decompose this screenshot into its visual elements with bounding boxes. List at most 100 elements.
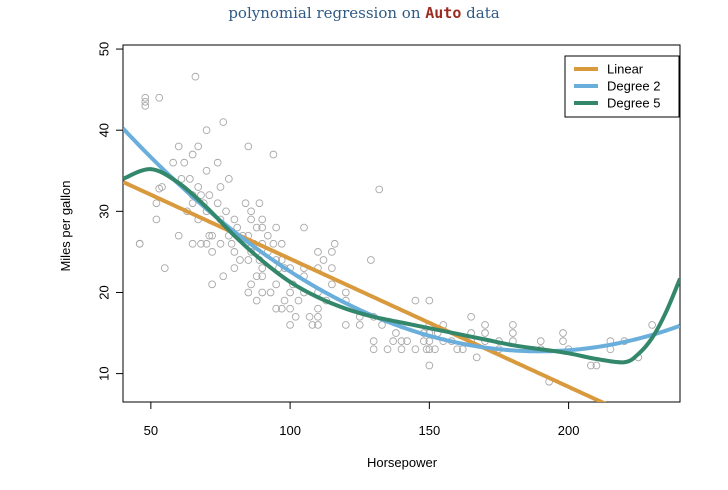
data-point [314,312,322,321]
data-point [258,223,267,232]
series-line-degree-2 [123,127,680,354]
plot-frame [122,44,681,403]
data-point [272,304,281,313]
data-point [392,329,400,337]
data-point [269,150,278,159]
data-point [208,248,216,256]
x-tick-label: 100 [279,423,301,438]
data-point [247,207,255,216]
data-point [314,248,322,256]
data-point [135,239,144,248]
data-point [152,199,161,208]
data-point [411,345,420,354]
data-point [224,175,233,183]
data-point [481,329,489,337]
data-point [422,345,431,354]
data-point [425,361,434,370]
data-point [258,288,267,297]
data-point [383,345,392,354]
y-tick-label: 10 [96,366,111,380]
y-tick-label: 40 [96,123,111,137]
data-point [169,158,177,167]
data-point [247,215,255,224]
data-point [158,183,166,191]
title-code: Auto [425,4,462,22]
data-point [467,312,475,321]
title-suffix: data [461,4,500,22]
series-line-linear [123,180,607,402]
data-point [328,264,336,272]
data-point [236,256,244,264]
data-point [244,142,253,151]
data-point [559,337,567,345]
data-point [174,231,183,240]
data-point [216,183,225,191]
data-point [269,239,278,248]
data-point [330,239,339,248]
data-point [355,321,364,329]
data-point [286,288,294,297]
data-point [202,239,211,248]
data-point [230,215,239,224]
data-point [141,93,150,102]
data-point [155,93,164,102]
y-tick-label: 20 [96,285,111,299]
title-prefix: polynomial regression on [228,4,426,22]
data-point [294,296,303,305]
data-point [197,239,205,248]
data-point [233,223,242,232]
data-point [202,166,211,175]
data-point [208,231,216,240]
chart-title: polynomial regression on Auto data [0,4,728,22]
data-point [174,142,183,151]
x-axis-label: Horsepower [367,455,438,470]
data-point [280,296,289,305]
data-point [536,337,545,345]
data-point [252,272,261,281]
data-point [411,296,420,305]
data-point [308,321,317,329]
data-point [247,280,255,289]
data-point [286,321,294,329]
data-point [180,158,189,167]
data-point [213,158,222,167]
data-point [160,264,169,272]
data-point [185,175,194,183]
data-point [375,185,384,194]
data-point [258,264,267,272]
x-tick-label: 200 [558,423,580,438]
data-point [425,296,434,305]
data-point [252,296,261,305]
data-point [258,272,267,281]
data-point [458,345,467,354]
data-point [300,223,308,232]
data-point [205,191,214,199]
data-point [266,288,275,297]
data-point [367,256,375,264]
data-point [272,280,281,289]
data-point [403,337,411,345]
data-point [369,337,378,345]
data-point [230,248,239,256]
data-point [397,345,406,354]
data-point [286,304,294,313]
data-point [328,248,336,256]
data-point [328,280,336,289]
data-point [244,256,253,264]
data-point [194,142,203,151]
data-point [291,312,300,321]
data-point [509,321,517,329]
data-point [431,345,439,354]
y-axis-label: Miles per gallon [58,180,73,271]
data-point [481,321,489,329]
data-point [230,264,239,272]
y-tick-label: 30 [96,204,111,218]
data-point [191,72,200,81]
data-point [472,353,481,362]
data-point [222,207,230,216]
data-point [213,199,222,208]
data-point [202,126,211,135]
y-axis: 10 20 30 40 50 [96,42,123,381]
data-point [453,345,462,354]
